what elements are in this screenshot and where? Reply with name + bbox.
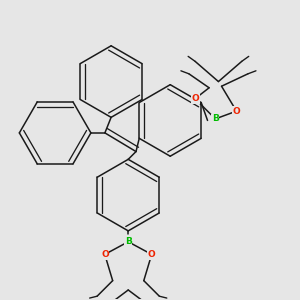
Text: O: O (101, 250, 109, 259)
Text: O: O (191, 94, 199, 103)
Text: O: O (148, 250, 155, 259)
Text: B: B (212, 114, 219, 123)
Text: B: B (125, 237, 132, 246)
Text: O: O (232, 106, 240, 116)
